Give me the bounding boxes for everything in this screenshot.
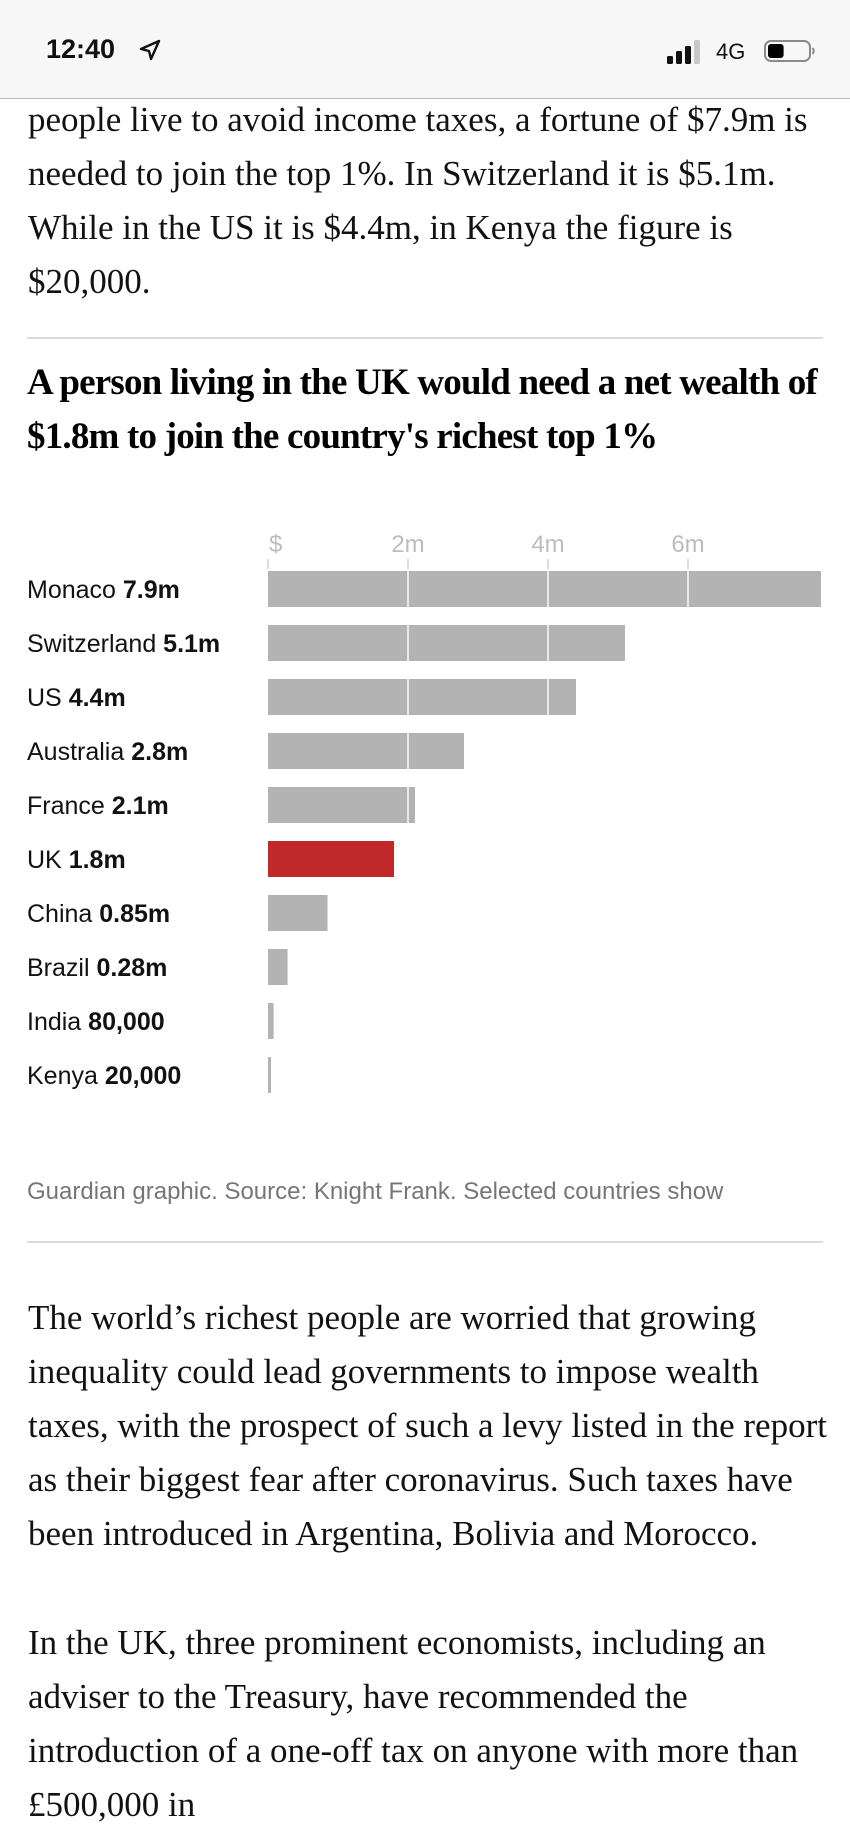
category-label: Kenya — [27, 1062, 105, 1090]
value-label: 80,000 — [88, 1008, 164, 1036]
value-label: 0.28m — [96, 954, 167, 982]
bar-india — [268, 1003, 274, 1039]
category-label: UK — [27, 846, 69, 874]
value-label: 4.4m — [69, 684, 126, 712]
bar-chart: $2m 4m 6m Monaco 7.9m Switzerland 5.1m US 4.4… — [27, 531, 821, 1093]
graphic-top-divider — [27, 337, 823, 339]
category-label: US — [27, 684, 69, 712]
chart-caption: Guardian graphic. Source: Knight Frank. … — [27, 1178, 724, 1205]
x-tick-label: 2m — [391, 531, 424, 558]
bar-australia — [268, 733, 464, 769]
article-paragraph: people live to avoid income taxes, a for… — [28, 100, 808, 301]
article-paragraph: The world’s richest people are worried t… — [28, 1298, 827, 1553]
bar-switzerland — [268, 625, 625, 661]
x-tick-label: $ — [269, 531, 282, 558]
status-time: 12:40 — [46, 34, 116, 64]
bar-us — [268, 679, 576, 715]
category-label: China — [27, 900, 99, 928]
category-label: Brazil — [27, 954, 96, 982]
status-bar: 12:40 4G — [0, 0, 850, 99]
value-label: 1.8m — [69, 846, 126, 874]
x-tick-label: 4m — [531, 531, 564, 558]
network-type: 4G — [716, 39, 746, 64]
x-tick-label: 6m — [671, 531, 704, 558]
bar-label: China 0.85m — [27, 900, 170, 928]
bar-monaco — [268, 571, 821, 607]
bar-china — [268, 895, 328, 931]
category-label: Monaco — [27, 576, 123, 604]
value-label: 0.85m — [99, 900, 170, 928]
bar-label: Kenya 20,000 — [27, 1062, 181, 1090]
article-paragraph: In the UK, three prominent economists, i… — [28, 1623, 799, 1824]
bar-kenya — [268, 1057, 271, 1093]
value-label: 5.1m — [163, 630, 220, 658]
chart-title: A person living in the UK would need a n… — [27, 362, 818, 457]
value-label: 2.8m — [131, 738, 188, 766]
bar-label: UK 1.8m — [27, 846, 126, 874]
category-label: Switzerland — [27, 630, 163, 658]
location-arrow-icon — [139, 39, 161, 61]
bar-label: Brazil 0.28m — [27, 954, 167, 982]
value-label: 20,000 — [105, 1062, 181, 1090]
bar-label: Australia 2.8m — [27, 738, 188, 766]
category-label: Australia — [27, 738, 131, 766]
bar-label: Monaco 7.9m — [27, 576, 180, 604]
cellular-signal-icon — [667, 40, 700, 64]
value-label: 7.9m — [123, 576, 180, 604]
bar-uk — [268, 841, 394, 877]
bar-label: France 2.1m — [27, 792, 169, 820]
graphic-bottom-divider — [27, 1241, 823, 1243]
bar-france — [268, 787, 415, 823]
bar-label: US 4.4m — [27, 684, 126, 712]
value-label: 2.1m — [112, 792, 169, 820]
bar-brazil — [268, 949, 288, 985]
battery-icon — [764, 40, 815, 62]
bar-label: Switzerland 5.1m — [27, 630, 220, 658]
category-label: France — [27, 792, 112, 820]
bar-label: India 80,000 — [27, 1008, 165, 1036]
category-label: India — [27, 1008, 88, 1036]
